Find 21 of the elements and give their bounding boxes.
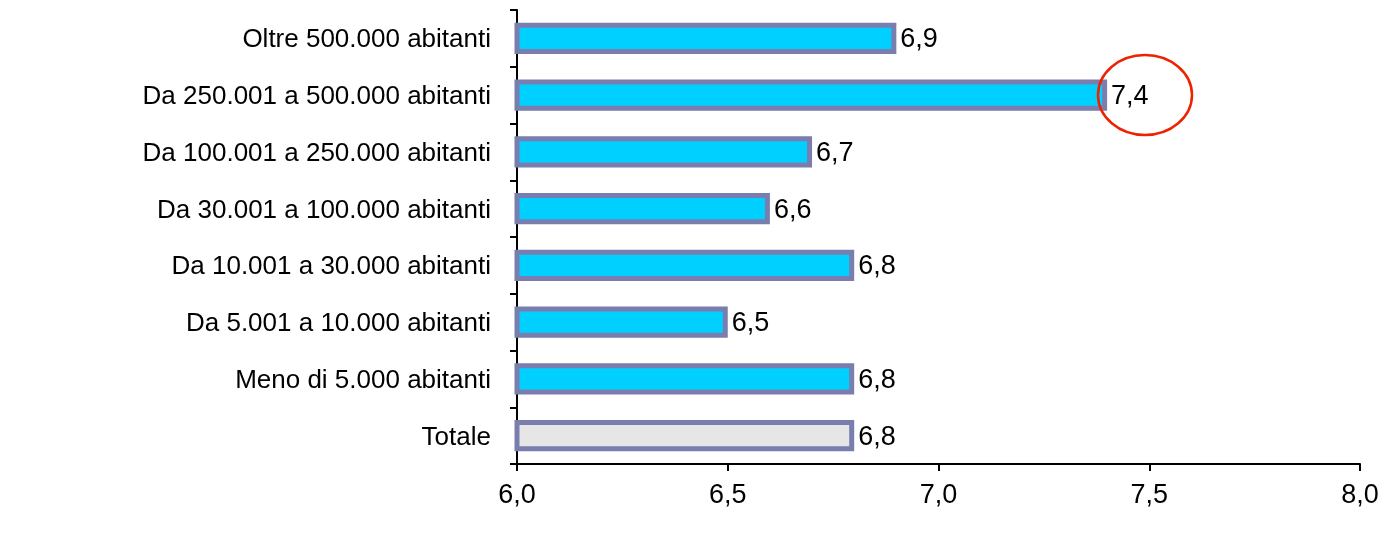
y-tick-label: Da 5.001 a 10.000 abitanti <box>185 307 491 338</box>
y-tick-label: Da 10.001 a 30.000 abitanti <box>171 250 491 281</box>
y-tick-label: Oltre 500.000 abitanti <box>242 23 491 54</box>
data-label: 6,9 <box>900 23 938 54</box>
x-tick-label: 7,0 <box>919 478 958 509</box>
data-label: 6,8 <box>858 420 896 451</box>
data-label: 6,8 <box>858 363 896 394</box>
y-tick-label: Da 100.001 a 250.000 abitanti <box>142 136 491 167</box>
x-tick-label: 6,0 <box>498 478 536 509</box>
x-tick-label: 8,0 <box>1341 478 1379 509</box>
data-label: 6,8 <box>858 250 896 281</box>
data-label: 6,6 <box>773 193 812 224</box>
y-tick-label: Da 30.001 a 100.000 abitanti <box>157 193 491 224</box>
data-label: 7,4 <box>1111 80 1149 111</box>
y-tick-label: Totale <box>421 420 491 451</box>
x-tick-label: 7,5 <box>1130 478 1169 509</box>
y-tick-label: Da 250.001 a 500.000 abitanti <box>142 80 491 111</box>
y-tick-label: Meno di 5.000 abitanti <box>235 363 491 394</box>
x-tick-label: 6,5 <box>708 478 747 509</box>
data-label: 6,7 <box>816 136 854 167</box>
data-label: 6,5 <box>731 307 770 338</box>
